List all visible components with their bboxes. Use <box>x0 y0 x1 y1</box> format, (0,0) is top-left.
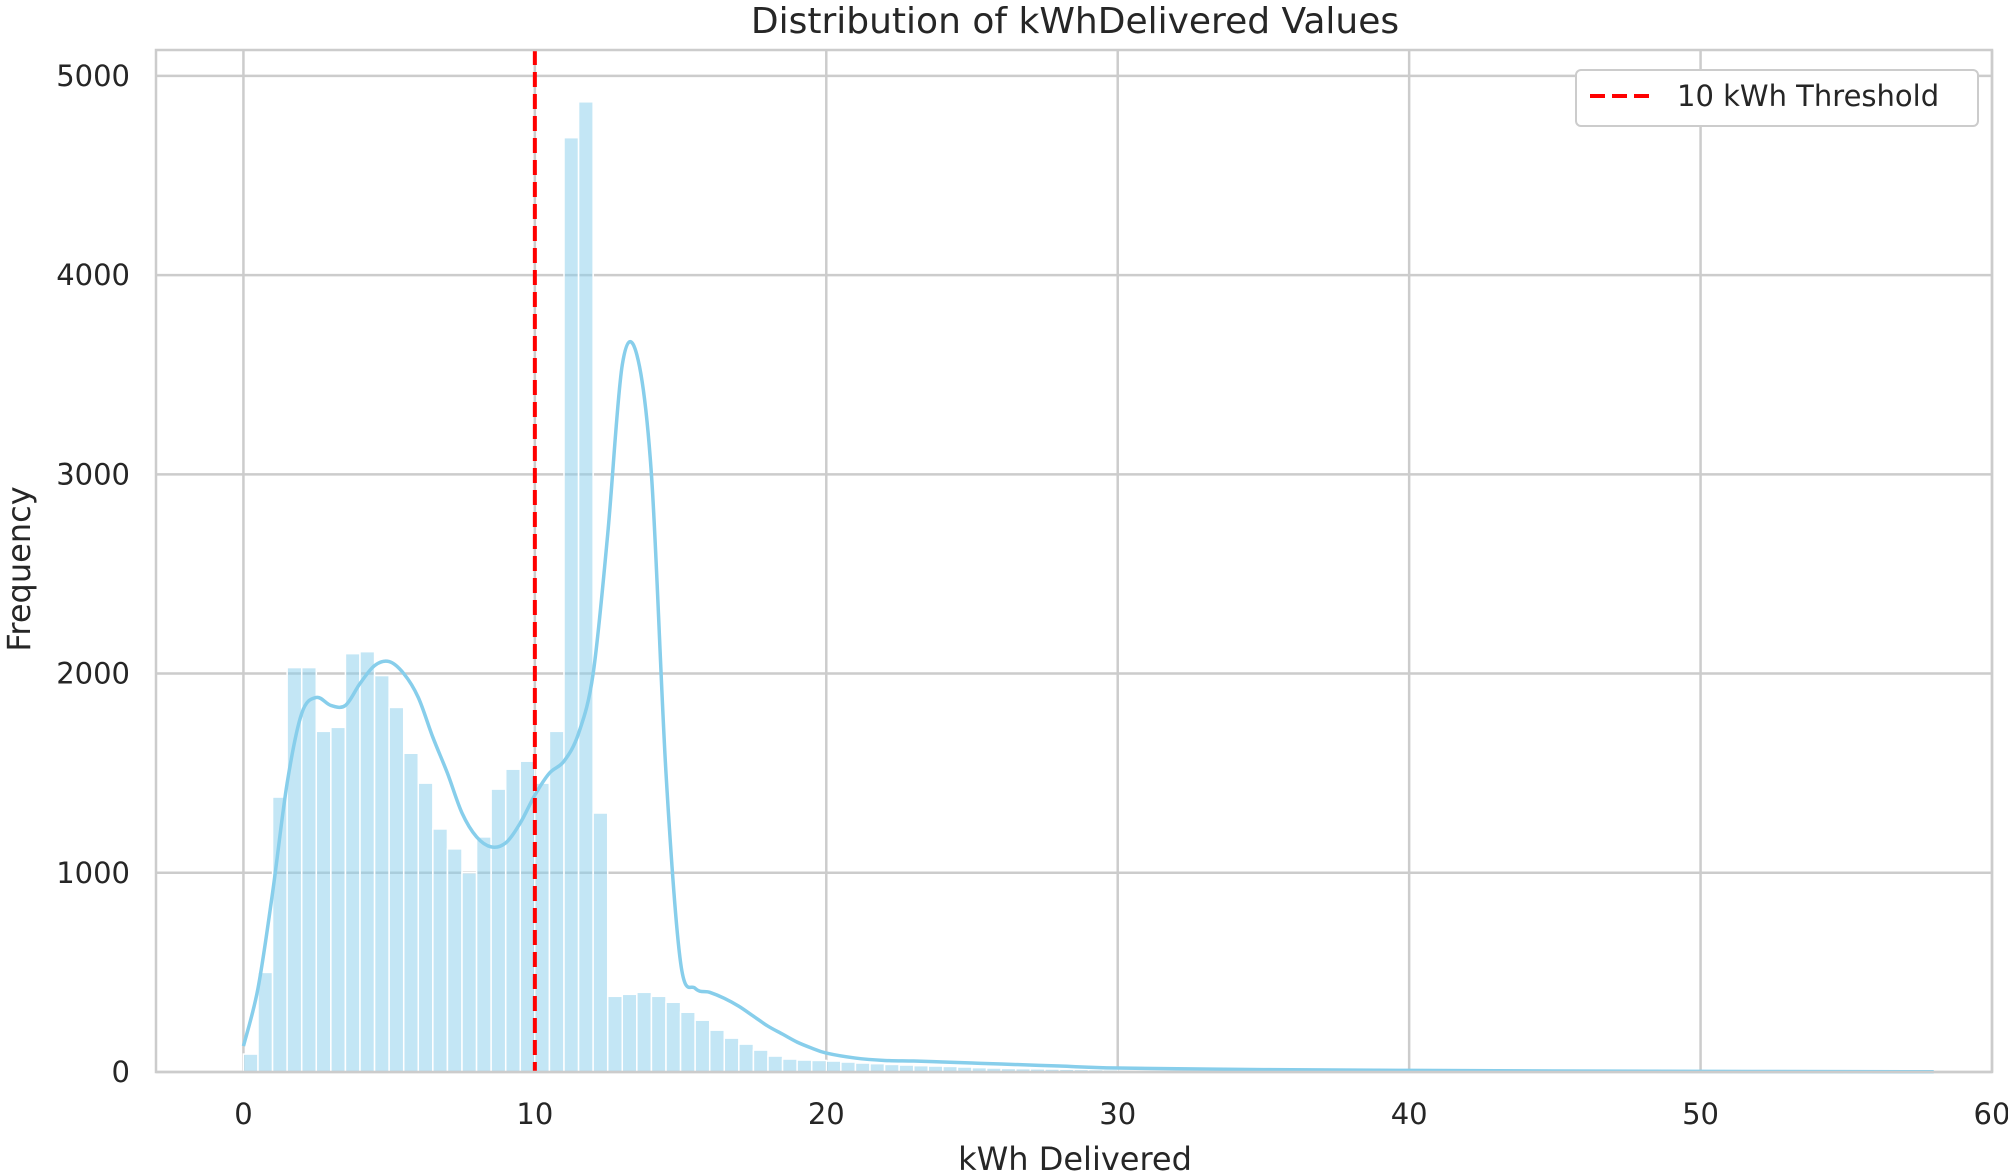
histogram-bar <box>738 1043 755 1073</box>
histogram-bar <box>490 788 507 1073</box>
y-axis-label: Frequency <box>0 486 38 651</box>
histogram-bar <box>825 1060 842 1073</box>
histogram-bar <box>840 1061 857 1073</box>
histogram-bar <box>548 730 565 1073</box>
histogram-bar <box>577 101 594 1073</box>
histogram-bar <box>388 706 405 1073</box>
histogram-bar <box>854 1062 871 1073</box>
histogram-bars <box>242 101 1119 1073</box>
histogram-bar <box>810 1059 828 1073</box>
histogram-bar <box>869 1062 886 1073</box>
histogram-bar <box>504 768 522 1073</box>
histogram-bar <box>694 1019 711 1073</box>
histogram-bar <box>344 652 361 1073</box>
histogram-bar <box>475 836 492 1073</box>
histogram-bar <box>723 1037 740 1073</box>
histogram-bar <box>665 1001 682 1073</box>
legend: 10 kWh Threshold <box>1575 69 1979 127</box>
histogram-bar <box>359 650 376 1073</box>
chart-title: Distribution of kWhDelivered Values <box>751 1 1399 42</box>
x-tick-label: 40 <box>1391 1097 1428 1131</box>
x-tick-label: 30 <box>1099 1097 1136 1131</box>
histogram-bar <box>752 1049 769 1073</box>
y-tick-label: 4000 <box>56 258 130 292</box>
histogram-bar <box>636 991 653 1073</box>
histogram-bar <box>767 1055 784 1073</box>
histogram-bar <box>446 848 463 1073</box>
kde-curve <box>241 339 1934 1074</box>
x-axis-ticks: 0 10 20 30 40 50 60 <box>234 1097 2008 1131</box>
x-tick-label: 10 <box>516 1097 553 1131</box>
histogram-bar <box>257 971 274 1073</box>
histogram-bar <box>315 730 332 1073</box>
y-tick-label: 2000 <box>56 657 130 691</box>
histogram-bar <box>242 1053 259 1073</box>
x-tick-label: 20 <box>808 1097 845 1131</box>
histogram-bar <box>679 1011 696 1073</box>
histogram-bar <box>606 995 624 1073</box>
legend-label-threshold: 10 kWh Threshold <box>1677 79 1939 113</box>
y-tick-label: 0 <box>112 1055 130 1089</box>
histogram-bar <box>708 1029 726 1073</box>
plot-frame <box>154 48 1994 1074</box>
histogram-bar <box>534 782 551 1073</box>
x-axis-label: kWh Delivered <box>958 1140 1192 1175</box>
histogram-bar <box>563 136 580 1073</box>
histogram-bar <box>286 666 303 1073</box>
histogram-bar <box>432 828 449 1073</box>
y-axis-ticks: 0 1000 2000 3000 4000 5000 <box>56 59 130 1089</box>
y-tick-label: 3000 <box>56 457 130 491</box>
histogram-bar <box>300 666 318 1073</box>
histogram-bar <box>592 812 609 1073</box>
histogram-bar <box>402 752 420 1073</box>
histogram-bar <box>461 872 478 1073</box>
histogram-bar <box>330 726 347 1073</box>
histogram-bar <box>417 782 434 1073</box>
histogram-bar <box>796 1059 813 1073</box>
legend-box <box>1575 69 1979 127</box>
x-tick-label: 0 <box>234 1097 252 1131</box>
histogram-bar <box>650 995 667 1073</box>
x-tick-label: 60 <box>1974 1097 2008 1131</box>
histogram-bar <box>781 1058 798 1073</box>
y-tick-label: 5000 <box>56 59 130 93</box>
histogram-bar <box>621 993 638 1073</box>
x-tick-label: 50 <box>1682 1097 1719 1131</box>
y-tick-label: 1000 <box>56 856 130 890</box>
histogram-bar <box>373 674 390 1073</box>
